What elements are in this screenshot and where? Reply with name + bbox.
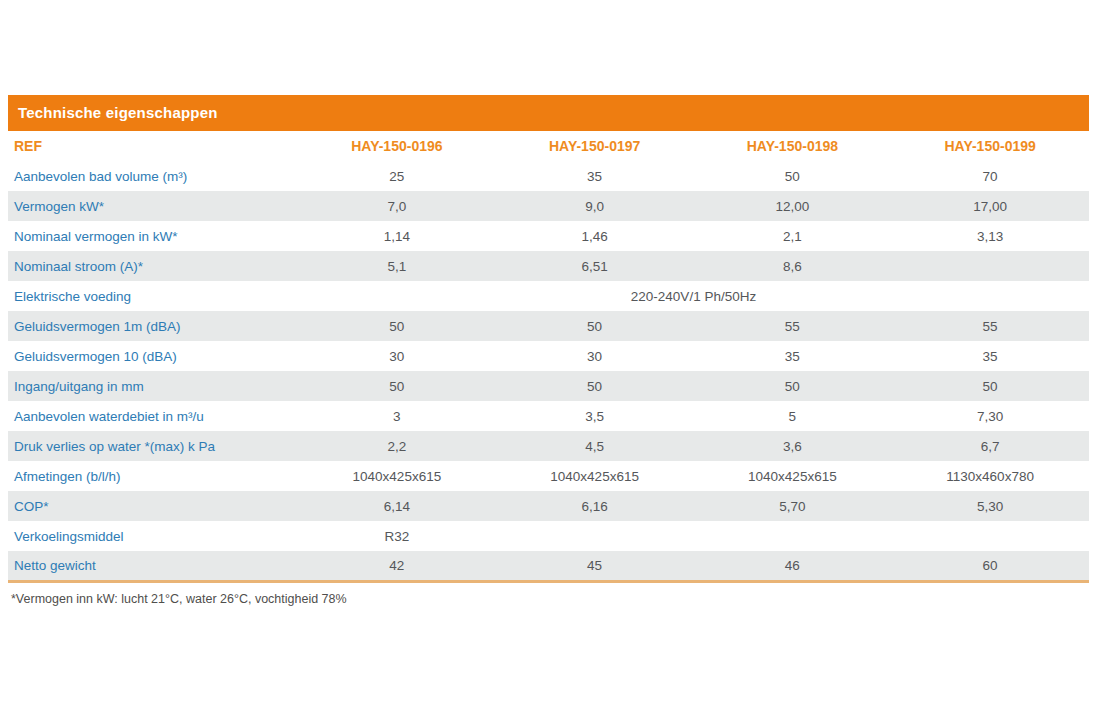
spec-row: COP*6,146,165,705,30 <box>8 491 1089 521</box>
spec-value: 50 <box>298 311 496 341</box>
spec-row: Aanbevolen bad volume (m³)25355070 <box>8 161 1089 191</box>
spec-table-section: Technische eigenschappen REF HAY-150-019… <box>8 95 1089 606</box>
spec-row: Druk verlies op water *(max) k Pa2,24,53… <box>8 431 1089 461</box>
spec-value: 1130x460x780 <box>891 461 1089 491</box>
spec-row: Afmetingen (b/l/h)1040x425x6151040x425x6… <box>8 461 1089 491</box>
spec-value: 1040x425x615 <box>496 461 694 491</box>
spec-value: 55 <box>891 311 1089 341</box>
spec-value: 6,14 <box>298 491 496 521</box>
spec-row: Netto gewicht42454660 <box>8 551 1089 581</box>
spec-value: 12,00 <box>694 191 892 221</box>
spec-value: 1040x425x615 <box>298 461 496 491</box>
spec-row-label: Druk verlies op water *(max) k Pa <box>8 431 298 461</box>
spec-row: Nominaal stroom (A)*5,16,518,6 <box>8 251 1089 281</box>
spec-value: 6,7 <box>891 431 1089 461</box>
spec-value: 8,6 <box>694 251 892 281</box>
spec-value: 1040x425x615 <box>694 461 892 491</box>
spec-row-span-value: 220-240V/1 Ph/50Hz <box>298 281 1089 311</box>
spec-value: 9,0 <box>496 191 694 221</box>
spec-value: 7,30 <box>891 401 1089 431</box>
spec-row: Geluidsvermogen 1m (dBA)50505555 <box>8 311 1089 341</box>
spec-row-label: Nominaal stroom (A)* <box>8 251 298 281</box>
spec-value: 17,00 <box>891 191 1089 221</box>
spec-value: R32 <box>298 521 496 551</box>
spec-value: 50 <box>496 371 694 401</box>
spec-value: 5 <box>694 401 892 431</box>
spec-value: 1,14 <box>298 221 496 251</box>
spec-value: 35 <box>496 161 694 191</box>
model-column-header: HAY-150-0196 <box>298 131 496 161</box>
spec-value: 5,30 <box>891 491 1089 521</box>
model-column-header: HAY-150-0198 <box>694 131 892 161</box>
table-header-row: REF HAY-150-0196 HAY-150-0197 HAY-150-01… <box>8 131 1089 161</box>
spec-value: 30 <box>496 341 694 371</box>
spec-value: 50 <box>891 371 1089 401</box>
spec-row-label: Aanbevolen waterdebiet in m³/u <box>8 401 298 431</box>
spec-row-label: Ingang/uitgang in mm <box>8 371 298 401</box>
table-title-bar: Technische eigenschappen <box>8 95 1089 131</box>
spec-value: 35 <box>891 341 1089 371</box>
spec-row-label: Aanbevolen bad volume (m³) <box>8 161 298 191</box>
spec-row: Vermogen kW*7,09,012,0017,00 <box>8 191 1089 221</box>
spec-row-label: Nominaal vermogen in kW* <box>8 221 298 251</box>
spec-value: 6,16 <box>496 491 694 521</box>
spec-value: 1,46 <box>496 221 694 251</box>
spec-value: 60 <box>891 551 1089 581</box>
spec-value: 7,0 <box>298 191 496 221</box>
spec-value: 70 <box>891 161 1089 191</box>
spec-value: 42 <box>298 551 496 581</box>
spec-value: 3,13 <box>891 221 1089 251</box>
spec-row-label: Geluidsvermogen 1m (dBA) <box>8 311 298 341</box>
spec-value: 5,1 <box>298 251 496 281</box>
spec-value: 30 <box>298 341 496 371</box>
spec-row-label: Afmetingen (b/l/h) <box>8 461 298 491</box>
spec-row: Ingang/uitgang in mm50505050 <box>8 371 1089 401</box>
spec-value <box>496 521 694 551</box>
spec-value: 3,6 <box>694 431 892 461</box>
spec-row-label: Netto gewicht <box>8 551 298 581</box>
ref-column-header: REF <box>8 131 298 161</box>
spec-table: REF HAY-150-0196 HAY-150-0197 HAY-150-01… <box>8 131 1089 583</box>
model-column-header: HAY-150-0197 <box>496 131 694 161</box>
spec-value: 45 <box>496 551 694 581</box>
spec-value: 50 <box>694 371 892 401</box>
spec-row: Aanbevolen waterdebiet in m³/u33,557,30 <box>8 401 1089 431</box>
spec-row-label: Vermogen kW* <box>8 191 298 221</box>
page: Technische eigenschappen REF HAY-150-019… <box>0 0 1100 720</box>
spec-value: 50 <box>496 311 694 341</box>
spec-value: 25 <box>298 161 496 191</box>
spec-value: 6,51 <box>496 251 694 281</box>
spec-value: 55 <box>694 311 892 341</box>
spec-row: Elektrische voeding220-240V/1 Ph/50Hz <box>8 281 1089 311</box>
spec-value: 3,5 <box>496 401 694 431</box>
spec-row: VerkoelingsmiddelR32 <box>8 521 1089 551</box>
model-column-header: HAY-150-0199 <box>891 131 1089 161</box>
spec-value <box>891 251 1089 281</box>
spec-row-label: COP* <box>8 491 298 521</box>
spec-value: 4,5 <box>496 431 694 461</box>
spec-value: 50 <box>694 161 892 191</box>
spec-value: 2,2 <box>298 431 496 461</box>
spec-row-label: Elektrische voeding <box>8 281 298 311</box>
spec-value: 35 <box>694 341 892 371</box>
spec-row: Nominaal vermogen in kW*1,141,462,13,13 <box>8 221 1089 251</box>
spec-value <box>694 521 892 551</box>
spec-value: 3 <box>298 401 496 431</box>
spec-row-label: Geluidsvermogen 10 (dBA) <box>8 341 298 371</box>
spec-row-label: Verkoelingsmiddel <box>8 521 298 551</box>
spec-row: Geluidsvermogen 10 (dBA)30303535 <box>8 341 1089 371</box>
spec-value: 46 <box>694 551 892 581</box>
spec-value: 2,1 <box>694 221 892 251</box>
spec-value: 5,70 <box>694 491 892 521</box>
spec-value: 50 <box>298 371 496 401</box>
spec-value <box>891 521 1089 551</box>
footnote: *Vermogen inn kW: lucht 21°C, water 26°C… <box>8 592 1089 606</box>
